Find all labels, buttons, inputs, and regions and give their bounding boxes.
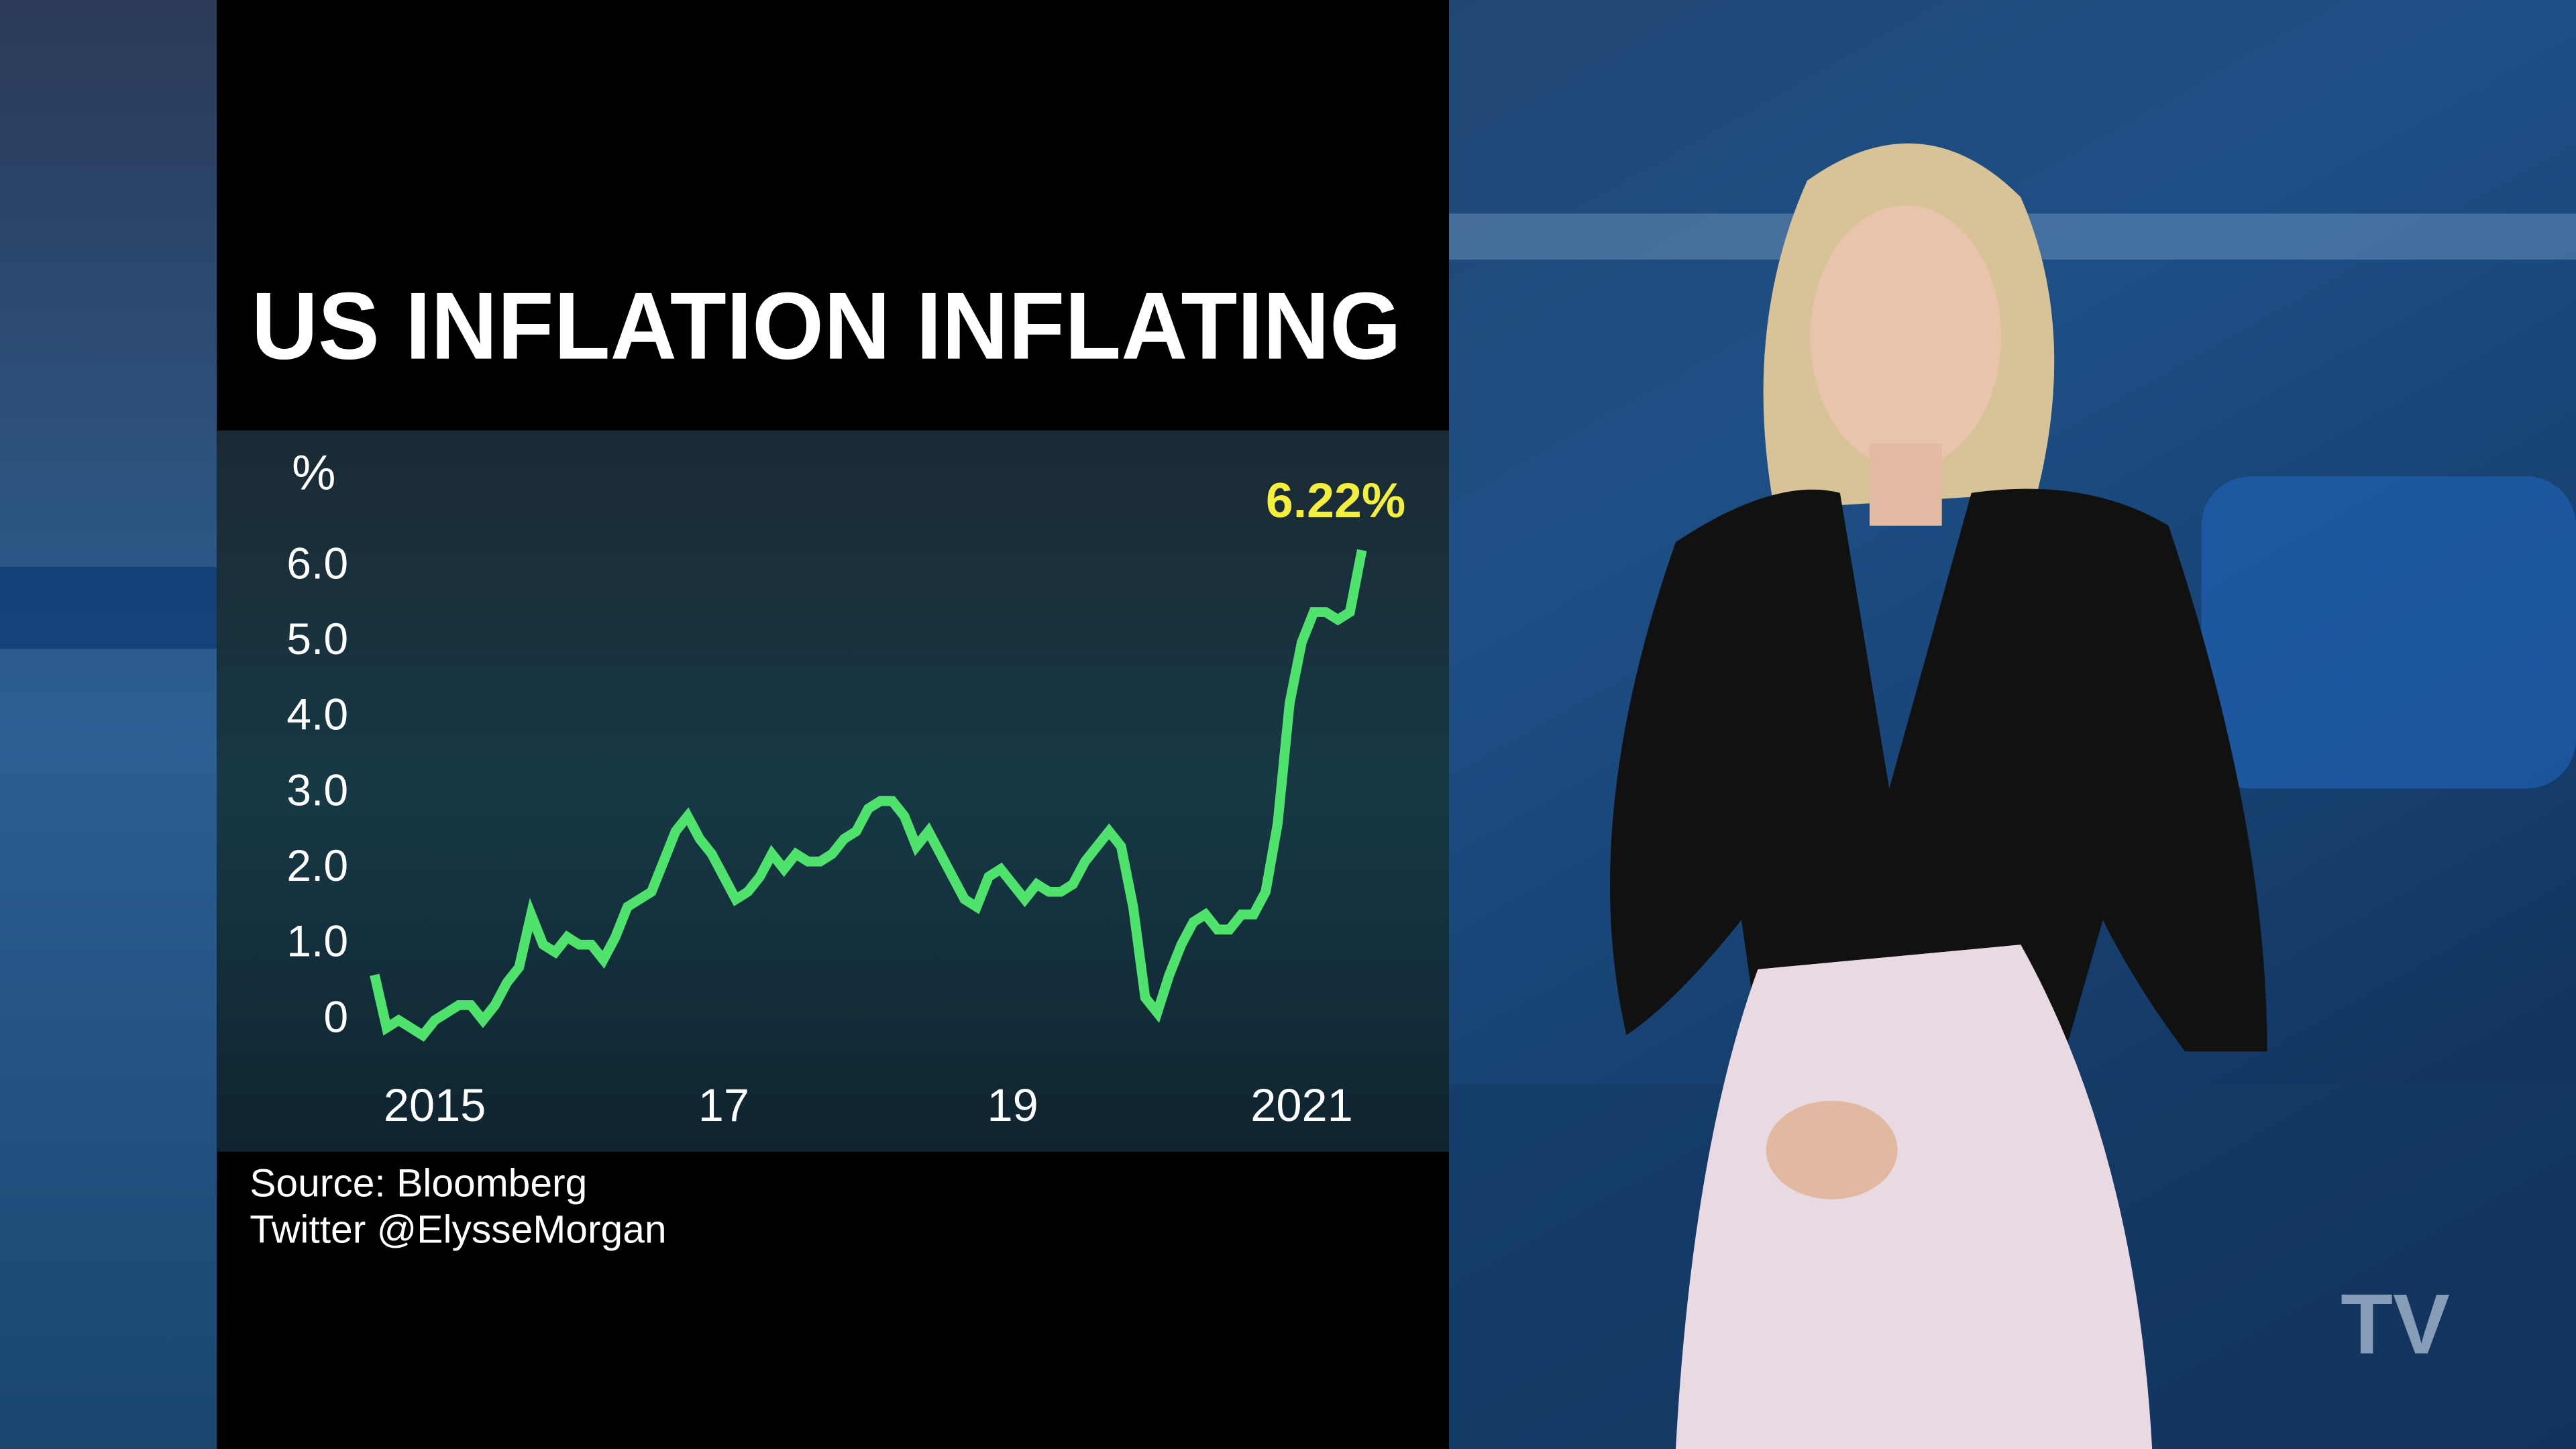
x-tick-label: 2021	[1250, 1079, 1353, 1131]
y-tick-label: 1.0	[286, 917, 348, 967]
credit: Twitter @ElysseMorgan	[250, 1208, 666, 1251]
y-tick-label: 6.0	[286, 539, 348, 588]
y-tick-label: 3.0	[286, 765, 348, 815]
y-tick-label: 5.0	[286, 614, 348, 664]
channel-logo: TV	[2341, 1276, 2450, 1371]
plot: 0 1.0 2.0 3.0 4.0 5.0 6.0 2015 17 19 2021 6.22%	[286, 472, 1405, 1131]
screen-wall	[2201, 476, 2576, 789]
chart-band	[217, 430, 1449, 1152]
line	[370, 549, 1367, 1042]
x-tick-label: 2015	[384, 1079, 486, 1131]
y-tick-label: 0	[323, 992, 348, 1042]
presenter	[1610, 143, 2267, 1449]
chart-title: US INFLATION INFLATING	[252, 273, 1401, 380]
y-tick-label: 2.0	[286, 841, 348, 891]
value-label: 6.22%	[1266, 472, 1405, 528]
source: Source: Bloomberg	[250, 1162, 587, 1205]
y-axis-label: %	[292, 445, 335, 500]
x-tick-label: 19	[987, 1079, 1038, 1131]
left-studio	[0, 0, 221, 1449]
y-tick-label: 4.0	[286, 690, 348, 740]
screen-strip	[0, 566, 221, 649]
x-tick-label: 17	[698, 1079, 749, 1131]
